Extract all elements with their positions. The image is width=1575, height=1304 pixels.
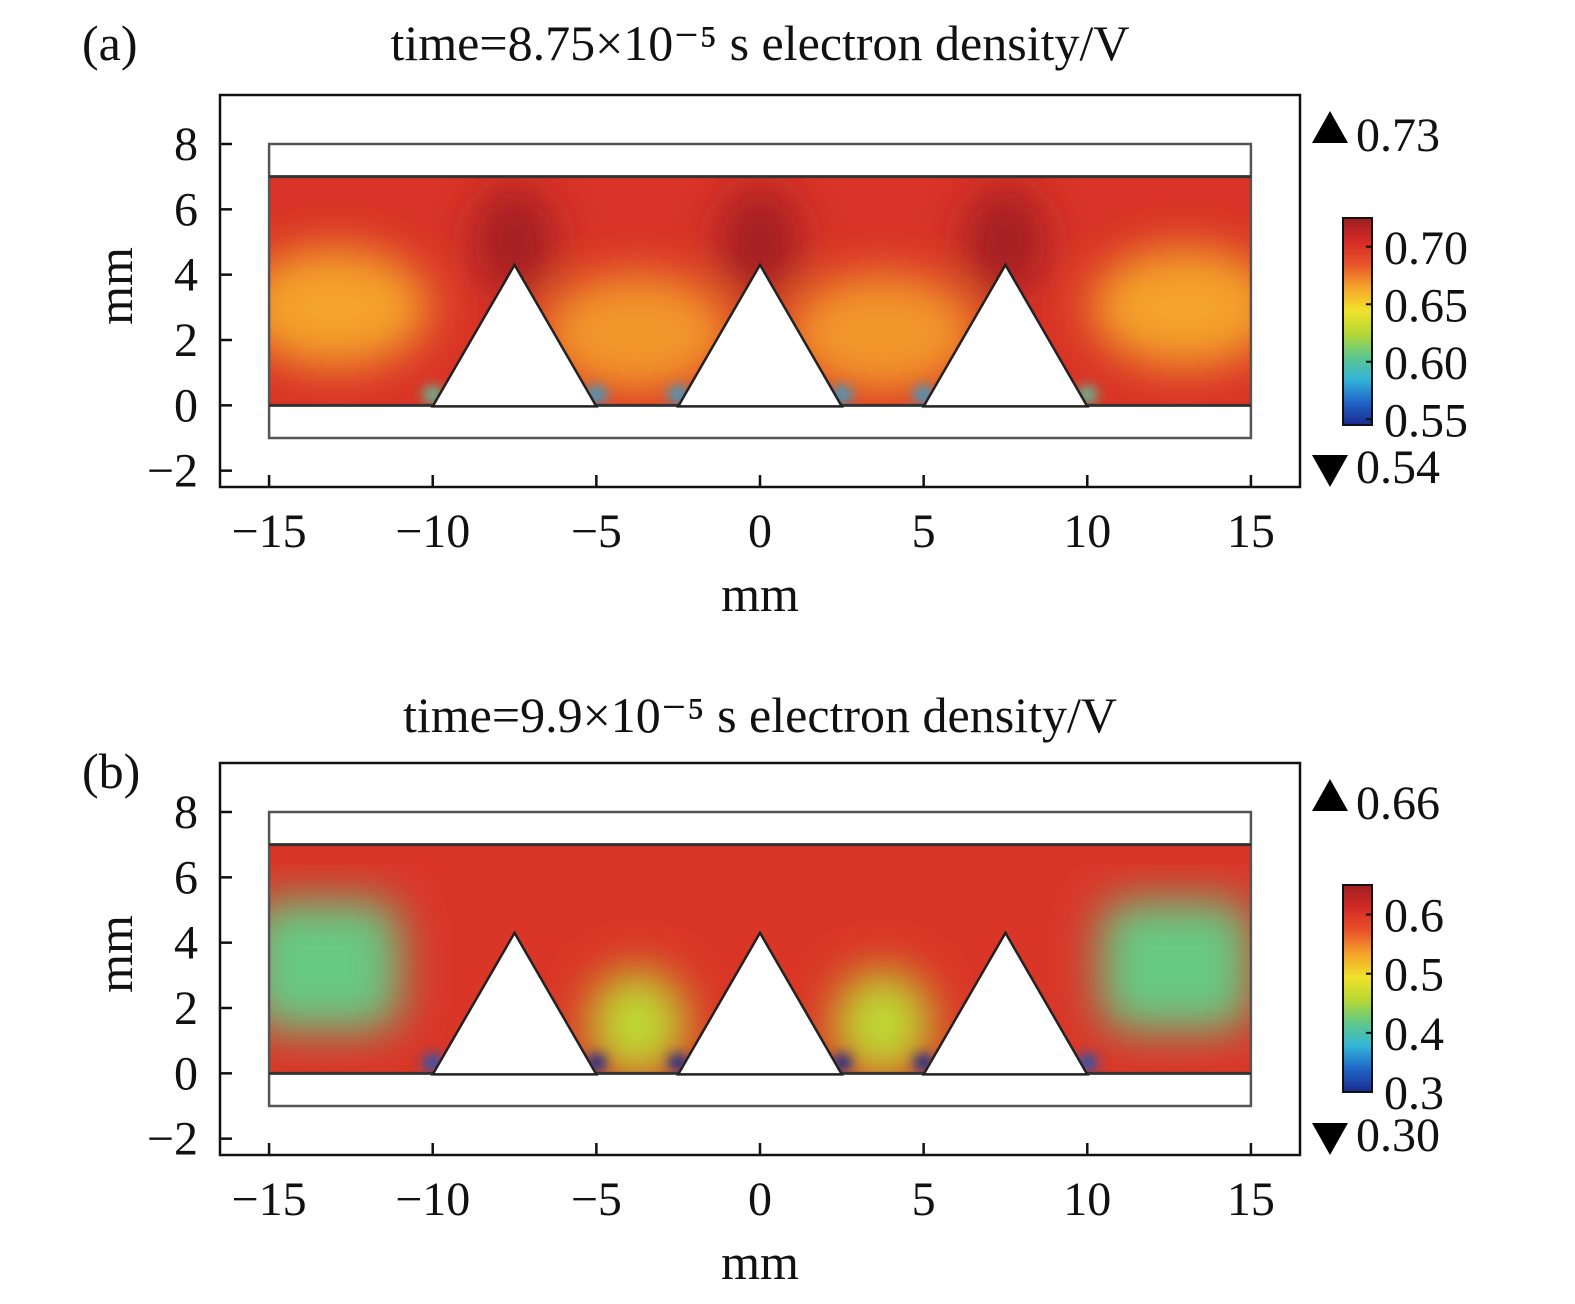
triangle-electrode (430, 930, 599, 1076)
x-tick-label: 10 (1063, 505, 1111, 558)
min-value: 0.54 (1356, 441, 1440, 494)
min-marker: 0.54 (1312, 441, 1440, 494)
panel-label: (b) (82, 743, 140, 799)
x-tick-label: −10 (395, 1173, 470, 1226)
x-tick-label: −10 (395, 505, 470, 558)
colorbar-tick-label: 0.65 (1384, 279, 1468, 332)
field-region (833, 970, 932, 1074)
y-axis-label: mm (87, 915, 143, 993)
y-tick-label: 0 (174, 379, 198, 432)
colorbar-tick-label: 0.5 (1384, 949, 1444, 1002)
field-region (474, 187, 555, 297)
x-axis: −15 −10 −5 0 5 10 15 (232, 1143, 1275, 1226)
colorbar: 0.6 0.5 0.4 0.3 (1342, 884, 1444, 1120)
colorbar-tick-label: 0.4 (1384, 1008, 1444, 1061)
field-region (269, 247, 430, 368)
panel-b: (b) time=9.9×10⁻⁵ s electron density/V −… (82, 687, 1444, 1290)
outer-boundary (267, 142, 1253, 440)
colorbar-scale (1342, 217, 1373, 426)
y-tick-label: 4 (174, 249, 198, 302)
y-tick-label: 8 (174, 786, 198, 839)
x-tick-label: 5 (912, 505, 936, 558)
x-axis: −15 −10 −5 0 5 10 15 (232, 475, 1275, 558)
colorbar-tick-label: 0.60 (1384, 337, 1468, 390)
min-triangle-icon (1312, 455, 1348, 487)
triangle-electrode (676, 262, 844, 408)
panel-a: (a) time=8.75×10⁻⁵ s electron density/V … (82, 15, 1468, 622)
y-tick-label: −2 (147, 1113, 198, 1166)
x-axis-label: mm (721, 566, 799, 622)
colorbar-scale (1342, 884, 1373, 1093)
outer-boundary (267, 810, 1253, 1108)
x-tick-label: 0 (748, 505, 772, 558)
colorbar-tick-label: 0.3 (1384, 1067, 1444, 1120)
y-tick-label: 2 (174, 314, 198, 367)
x-tick-label: 10 (1063, 1173, 1111, 1226)
min-value: 0.30 (1356, 1109, 1440, 1162)
field-region (1090, 247, 1251, 368)
min-marker: 0.30 (1312, 1109, 1440, 1162)
domain-geometry (267, 810, 1253, 1108)
y-tick-label: 6 (174, 851, 198, 904)
field-region (1100, 900, 1251, 1031)
y-tick-label: 2 (174, 982, 198, 1035)
y-axis-label: mm (87, 247, 143, 325)
y-tick-label: 6 (174, 183, 198, 236)
x-tick-label: 0 (748, 1173, 772, 1226)
chart-title: time=8.75×10⁻⁵ s electron density/V (391, 15, 1130, 71)
x-tick-label: −15 (232, 1173, 307, 1226)
y-tick-label: −2 (147, 445, 198, 498)
x-tick-label: −5 (571, 505, 622, 558)
max-marker: 0.73 (1312, 109, 1440, 162)
domain-geometry (267, 142, 1253, 440)
triangle-electrode (921, 262, 1090, 408)
field-region (787, 273, 978, 394)
colorbar: 0.700.650.600.55 (1342, 217, 1468, 447)
max-triangle-icon (1312, 111, 1348, 143)
colorbar-tick-label: 0.70 (1384, 222, 1468, 275)
triangle-electrode (430, 262, 599, 408)
triangle-electrode (676, 930, 844, 1076)
y-tick-label: 8 (174, 118, 198, 171)
y-tick-label: 4 (174, 917, 198, 970)
y-axis: −2 0 2 4 6 8 (147, 786, 232, 1166)
max-marker: 0.66 (1312, 777, 1440, 830)
field-region (965, 187, 1046, 297)
panel-label: (a) (82, 15, 138, 71)
field-region (269, 900, 400, 1031)
field-region (720, 187, 800, 297)
x-tick-label: −5 (571, 1173, 622, 1226)
field-heatmap (269, 176, 1251, 406)
y-tick-label: 0 (174, 1047, 198, 1100)
x-tick-label: 15 (1227, 505, 1275, 558)
max-value: 0.66 (1356, 777, 1440, 830)
colorbar-tick-label: 0.6 (1384, 890, 1444, 943)
field-region (588, 970, 687, 1074)
x-tick-label: 5 (912, 1173, 936, 1226)
triangle-electrode (921, 930, 1090, 1076)
y-axis: −2 0 2 4 6 8 (147, 118, 232, 498)
max-triangle-icon (1312, 779, 1348, 811)
min-triangle-icon (1312, 1123, 1348, 1155)
x-axis-label: mm (721, 1234, 799, 1290)
x-tick-label: 15 (1227, 1173, 1275, 1226)
colorbar-tick-label: 0.55 (1384, 394, 1468, 447)
field-region (542, 273, 733, 394)
chart-title: time=9.9×10⁻⁵ s electron density/V (403, 687, 1117, 743)
x-tick-label: −15 (232, 505, 307, 558)
max-value: 0.73 (1356, 109, 1440, 162)
